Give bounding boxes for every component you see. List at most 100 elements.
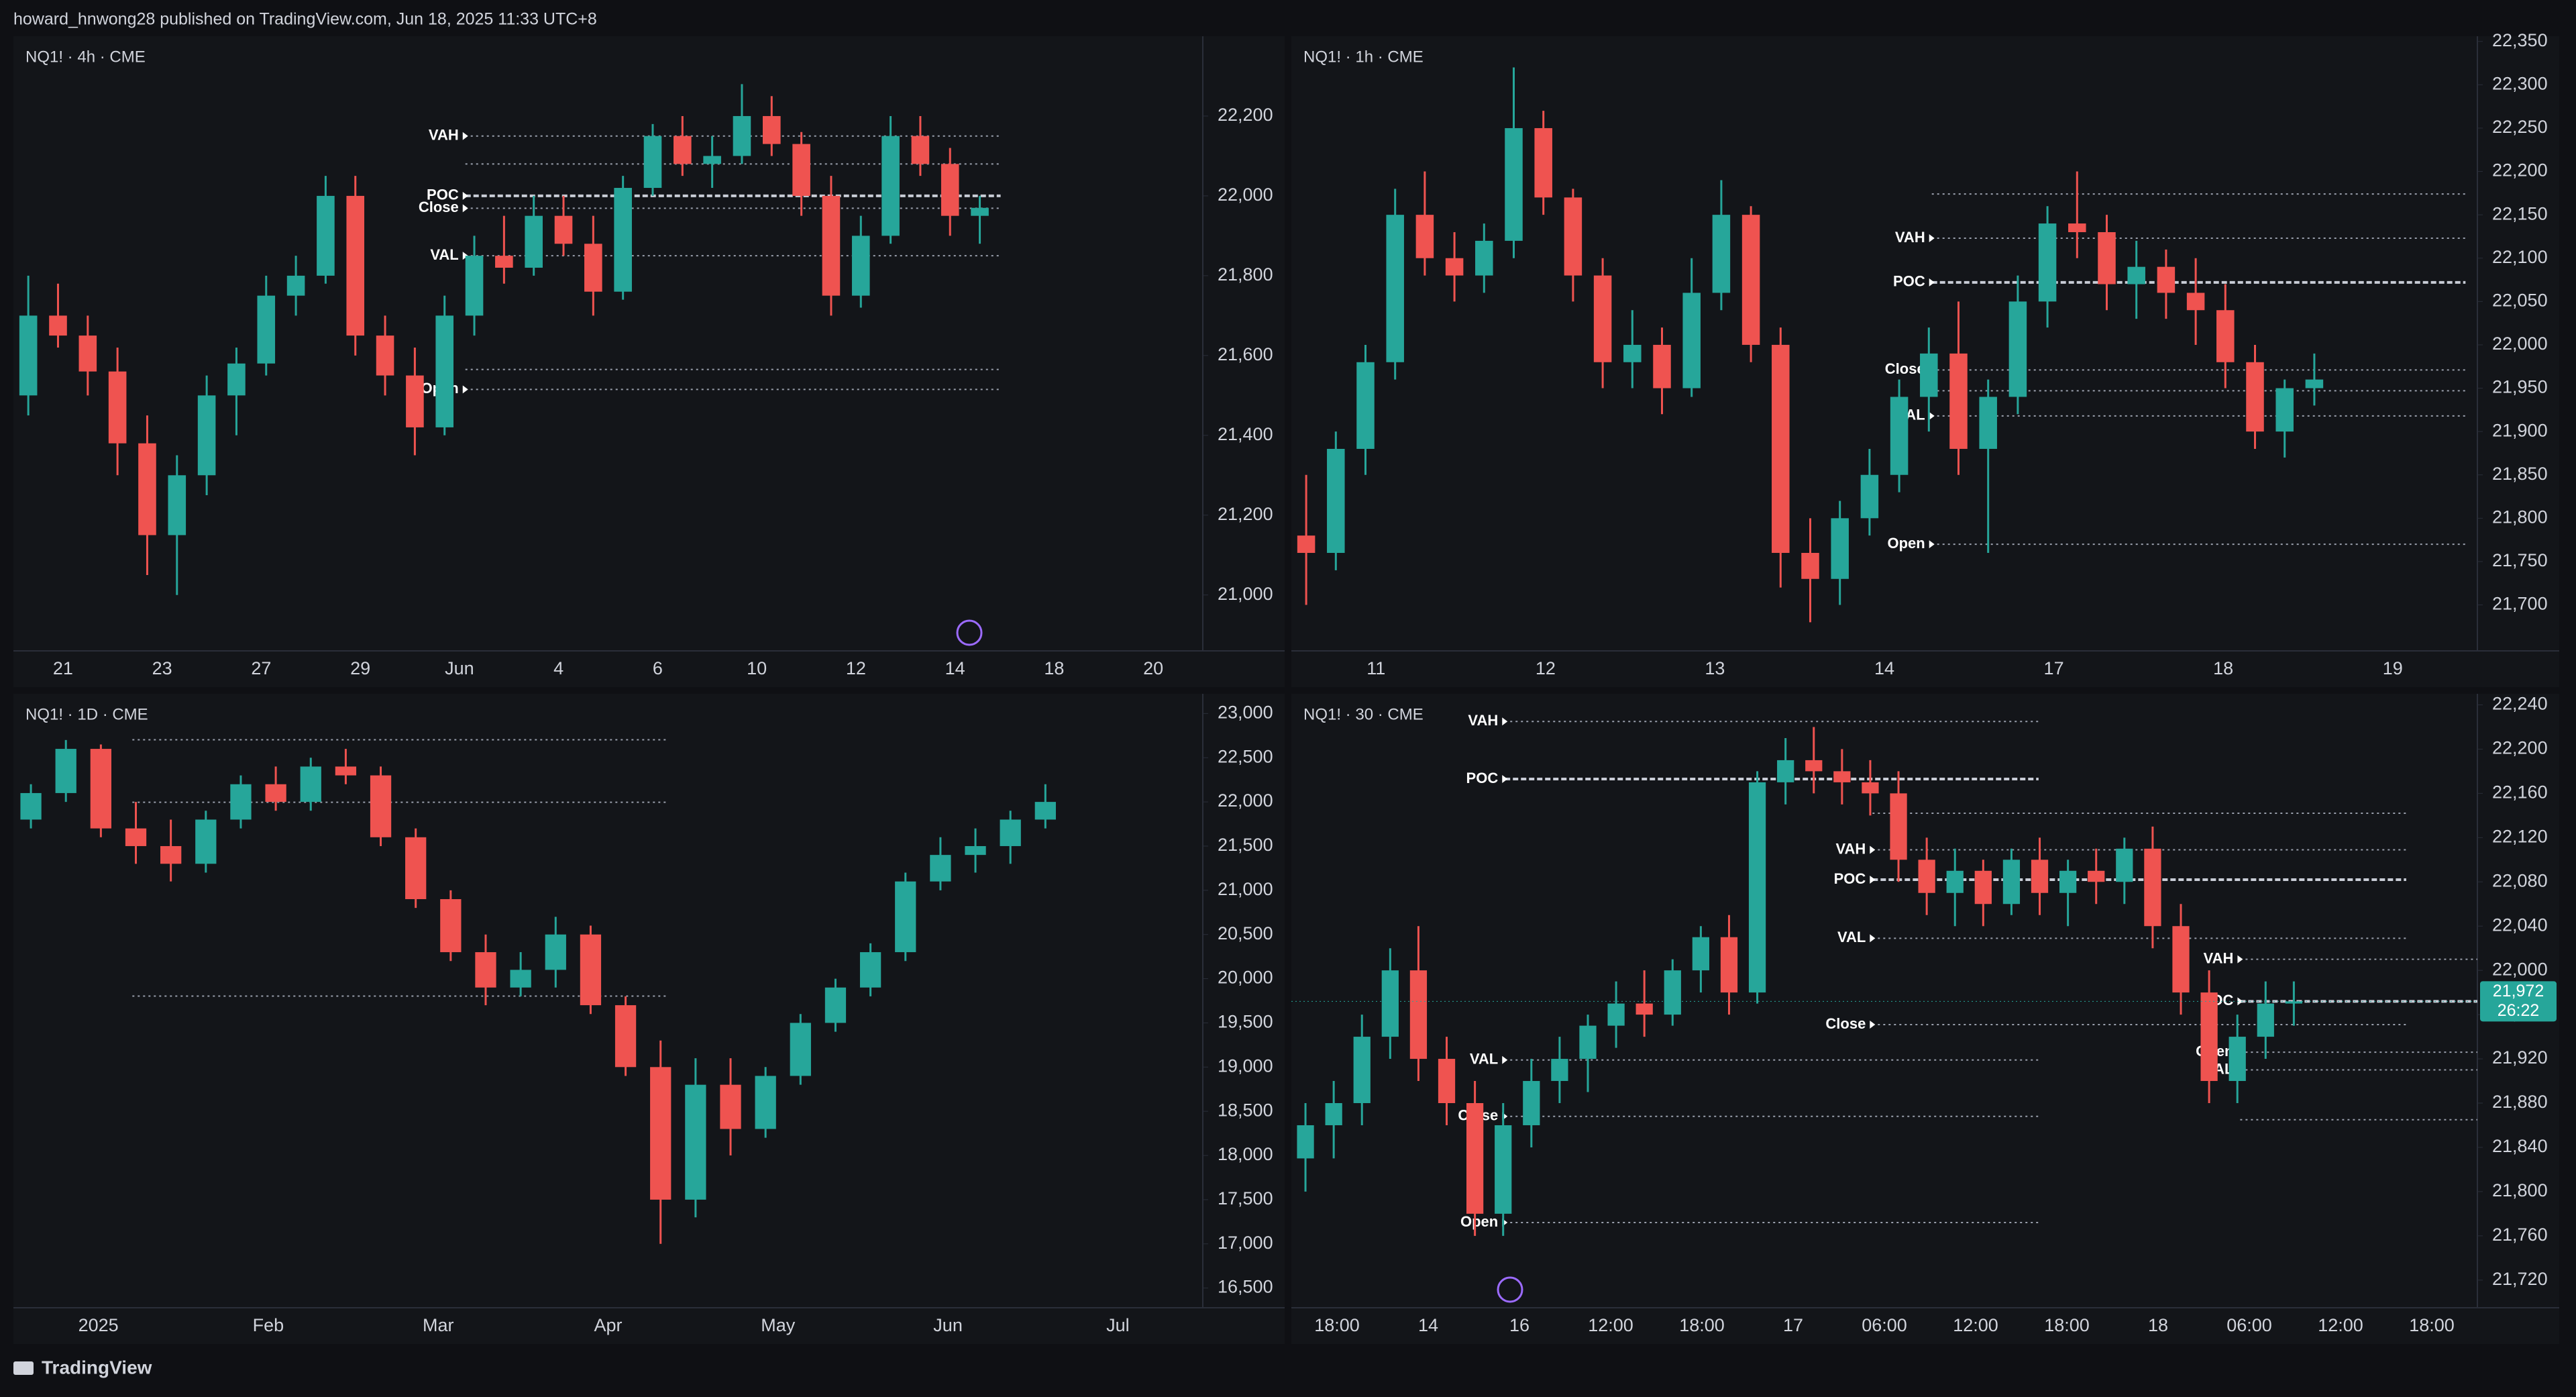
x-tick-label: 17 xyxy=(2044,658,2064,678)
candle-body xyxy=(2246,362,2264,432)
candle-body xyxy=(440,899,462,953)
candle-body xyxy=(674,136,692,164)
candle-body xyxy=(1034,802,1056,820)
candle-body xyxy=(1386,215,1404,362)
y-tick-label: 21,920 xyxy=(2492,1047,2548,1068)
x-tick-label: 18 xyxy=(2213,658,2233,678)
candle-body xyxy=(495,256,513,268)
price-tag-countdown: 26:22 xyxy=(2498,1001,2540,1020)
y-tick-label: 22,120 xyxy=(2492,826,2548,846)
candle-body xyxy=(1920,353,1938,397)
candle-body xyxy=(584,244,602,292)
candle-body xyxy=(90,749,112,829)
candle-body xyxy=(1974,870,1992,904)
candle-body xyxy=(1475,240,1493,276)
candle-body xyxy=(2068,223,2086,232)
candle-body xyxy=(2144,848,2161,927)
candle-body xyxy=(2216,310,2235,362)
y-tick-label: 22,500 xyxy=(1218,746,1273,766)
x-tick-label: May xyxy=(761,1315,796,1335)
level-marker xyxy=(462,132,468,140)
y-tick-label: 18,500 xyxy=(1218,1100,1273,1120)
level-marker xyxy=(1929,540,1935,549)
candle-body xyxy=(1949,353,1968,449)
level-label: VAH xyxy=(2204,949,2234,966)
x-tick-label: Jul xyxy=(1106,1315,1130,1335)
candle-body xyxy=(733,115,751,156)
y-tick-label: 22,000 xyxy=(2492,333,2548,354)
level-marker xyxy=(462,385,468,394)
level-marker xyxy=(462,191,468,200)
x-tick-label: 12:00 xyxy=(2318,1315,2363,1335)
y-tick-label: 21,800 xyxy=(1218,264,1273,284)
candle-body xyxy=(168,475,186,535)
candle-body xyxy=(475,952,496,988)
x-tick-label: 27 xyxy=(251,658,271,678)
level-label: VAH xyxy=(1468,712,1498,729)
candle-body xyxy=(2157,266,2176,293)
candle-body xyxy=(1946,870,1964,893)
x-tick-label: 17 xyxy=(1783,1315,1803,1335)
y-tick-label: 22,050 xyxy=(2492,290,2548,310)
x-tick-label: 4 xyxy=(553,658,564,678)
y-tick-label: 17,500 xyxy=(1218,1188,1273,1208)
chart-title: NQ1! · 1D · CME xyxy=(25,705,148,723)
y-tick-label: 21,760 xyxy=(2492,1225,2548,1245)
candle-body xyxy=(1635,1003,1653,1015)
candle-body xyxy=(1438,1059,1456,1103)
candle-body xyxy=(1664,970,1681,1015)
candle-body xyxy=(2257,1003,2274,1037)
candle-body xyxy=(1890,397,1909,475)
candle-body xyxy=(1712,215,1731,293)
y-tick-label: 21,000 xyxy=(1218,584,1273,604)
y-tick-label: 21,800 xyxy=(2492,507,2548,527)
candle-body xyxy=(1495,1125,1512,1214)
candle-body xyxy=(160,845,182,864)
candle-body xyxy=(1831,518,1849,579)
candle-body xyxy=(1551,1059,1568,1082)
candle-body xyxy=(138,443,156,535)
level-label: VAL xyxy=(1837,929,1866,945)
y-tick-label: 20,000 xyxy=(1218,968,1273,988)
x-tick-label: 06:00 xyxy=(2226,1315,2272,1335)
candle-body xyxy=(2186,293,2205,311)
candle-body xyxy=(510,970,531,988)
x-tick-label: 20 xyxy=(1143,658,1163,678)
x-tick-label: Jun xyxy=(933,1315,963,1335)
y-tick-label: 18,000 xyxy=(1218,1144,1273,1164)
y-tick-label: 19,500 xyxy=(1218,1012,1273,1032)
y-tick-label: 22,250 xyxy=(2492,117,2548,137)
footer-logo xyxy=(13,1361,34,1375)
level-label: POC xyxy=(1893,273,1925,290)
x-tick-label: 2025 xyxy=(78,1315,119,1335)
y-tick-label: 22,080 xyxy=(2492,870,2548,890)
timeline-icon xyxy=(956,619,983,646)
candle-body xyxy=(1623,344,1642,362)
candle-body xyxy=(2059,870,2077,893)
candle-body xyxy=(1607,1003,1625,1026)
candle-body xyxy=(2285,1001,2303,1004)
x-tick-label: 29 xyxy=(350,658,370,678)
level-marker xyxy=(462,204,468,213)
x-tick-label: 18:00 xyxy=(1679,1315,1725,1335)
y-tick-label: 22,200 xyxy=(2492,160,2548,180)
chart-title: NQ1! · 30 · CME xyxy=(1303,705,1424,723)
y-tick-label: 21,600 xyxy=(1218,344,1273,364)
y-tick-label: 22,000 xyxy=(1218,185,1273,205)
candle-body xyxy=(2088,870,2105,882)
candle-body xyxy=(125,828,147,846)
y-tick-label: 23,000 xyxy=(1218,703,1273,723)
candle-body xyxy=(1445,258,1464,276)
candle-body xyxy=(614,188,632,292)
y-tick-label: 22,240 xyxy=(2492,694,2548,714)
x-tick-label: 18:00 xyxy=(2044,1315,2090,1335)
candle-body xyxy=(1833,771,1851,782)
timeline-icon xyxy=(1497,1276,1523,1303)
candle-body xyxy=(1353,1037,1371,1103)
candle-body xyxy=(1653,344,1671,389)
candle-body xyxy=(108,371,127,444)
candle-body xyxy=(1564,197,1582,276)
panel-background xyxy=(13,36,1285,687)
candle-body xyxy=(1890,793,1907,860)
